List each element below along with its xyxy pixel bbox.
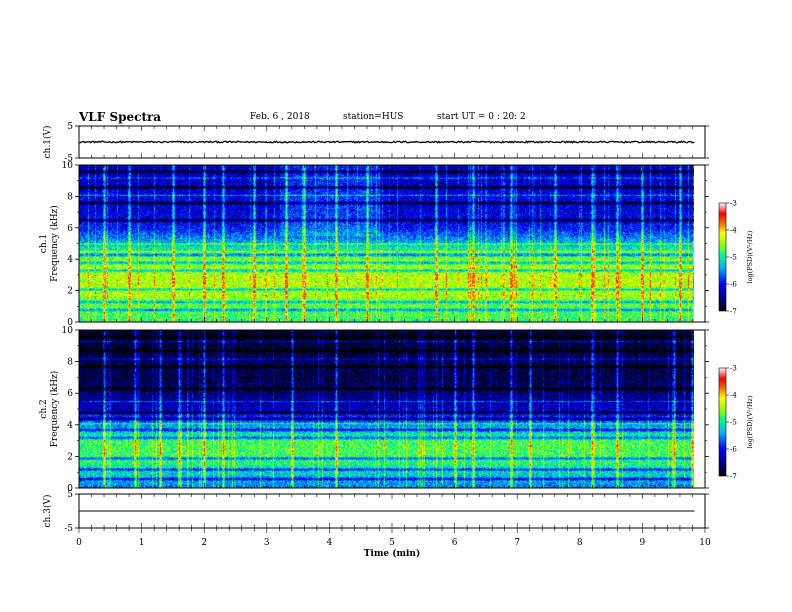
y-tick-label: 2	[67, 287, 73, 297]
y-tick-label: 4	[67, 421, 73, 431]
y-tick-label: -5	[64, 524, 73, 534]
station-label: station=HUS	[343, 112, 404, 122]
y-tick-label: 2	[67, 452, 73, 462]
x-tick-label: 9	[640, 538, 646, 548]
x-tick-label: 5	[389, 538, 395, 548]
colorbar-tick-label: -5	[730, 419, 737, 427]
y-tick-label: 5	[67, 122, 73, 132]
y-tick-label: 6	[67, 224, 73, 234]
x-tick-label: 3	[264, 538, 270, 548]
colorbar-tick-label: -4	[730, 227, 737, 235]
y-tick-label: 10	[62, 161, 74, 171]
y-tick-label: 5	[67, 490, 73, 500]
y-tick-label: 0	[67, 484, 73, 494]
colorbar-tick-label: -4	[730, 392, 737, 400]
colorbar-label: log(PSD)(V²/Hz)	[746, 395, 754, 448]
date-label: Feb. 6 , 2018	[250, 112, 310, 122]
spectrogram-image-ch1-spectrogram	[79, 165, 694, 322]
voltage-trace-ch1-voltage	[79, 140, 695, 144]
y-tick-label: 10	[62, 326, 74, 336]
x-tick-label: 8	[577, 538, 583, 548]
colorbar-tick-label: -3	[730, 365, 737, 373]
x-tick-label: 4	[327, 538, 333, 548]
channel-label: ch.2	[39, 399, 49, 418]
y-tick-label: 4	[67, 255, 73, 265]
colorbar-tick-label: -6	[730, 446, 737, 454]
frequency-axis-label: Frequency (kHz)	[49, 205, 60, 282]
colorbar-ch2-spectrogram	[718, 367, 727, 477]
spectrogram-image-ch2-spectrogram	[79, 330, 694, 488]
colorbar-tick-label: -3	[730, 200, 737, 208]
y-tick-label: 8	[67, 192, 73, 202]
x-tick-label: 0	[76, 538, 82, 548]
voltage-axis-label: ch.3(V)	[42, 495, 53, 528]
x-tick-label: 7	[514, 538, 520, 548]
frequency-axis-label: Frequency (kHz)	[49, 371, 60, 448]
x-tick-label: 1	[139, 538, 145, 548]
x-axis-label: Time (min)	[364, 548, 421, 559]
voltage-axis-label: ch.1(V)	[42, 126, 53, 159]
x-tick-label: 6	[452, 538, 458, 548]
channel-label: ch.1	[39, 234, 49, 253]
figure-title: VLF Spectra	[79, 110, 162, 124]
colorbar-tick-label: -7	[730, 473, 737, 481]
colorbar-label: log(PSD)(V²/Hz)	[746, 230, 754, 283]
start-ut-label: start UT = 0 : 20: 2	[437, 112, 526, 122]
colorbar-tick-label: -7	[730, 308, 737, 316]
y-tick-label: -5	[64, 154, 73, 164]
y-tick-label: 8	[67, 358, 73, 368]
x-tick-label: 2	[201, 538, 207, 548]
y-tick-label: 0	[67, 318, 73, 328]
y-tick-label: 6	[67, 389, 73, 399]
colorbar-ch1-spectrogram	[718, 202, 727, 312]
x-tick-label: 10	[699, 538, 711, 548]
colorbar-tick-label: -5	[730, 254, 737, 262]
colorbar-tick-label: -6	[730, 281, 737, 289]
